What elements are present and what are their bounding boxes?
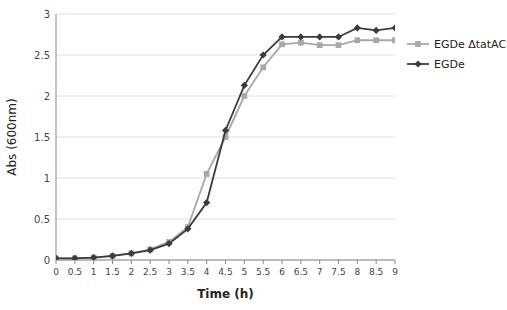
grid — [56, 14, 395, 260]
series-marker — [335, 33, 342, 40]
x-tick — [263, 260, 264, 264]
x-tick-label: 3.5 — [181, 267, 195, 277]
x-tick — [112, 260, 113, 264]
series-marker — [373, 27, 380, 34]
y-tick-label: 1 — [44, 173, 50, 184]
y-tick-label: 2 — [44, 91, 50, 102]
x-tick-label: 0.5 — [68, 267, 82, 277]
x-tick — [244, 260, 245, 264]
x-tick — [395, 260, 396, 264]
y-tick-label: 3 — [44, 9, 50, 20]
x-tick-label: 8 — [354, 267, 360, 277]
series-marker — [317, 42, 323, 48]
plot-area — [56, 24, 395, 260]
x-tick-label: 7 — [317, 267, 323, 277]
series-marker — [147, 247, 154, 254]
series-marker — [336, 42, 342, 48]
series-marker — [298, 40, 304, 46]
x-tick-label: 1.5 — [105, 267, 119, 277]
series-marker — [278, 33, 285, 40]
x-tick-label: 5.5 — [256, 267, 270, 277]
series-marker — [354, 37, 360, 43]
series-line — [56, 28, 395, 258]
y-tick-label: 0.5 — [34, 214, 50, 225]
x-tick — [169, 260, 170, 264]
x-tick — [282, 260, 283, 264]
x-tick-label: 2.5 — [143, 267, 157, 277]
series-marker — [128, 250, 135, 257]
x-tick — [56, 260, 57, 264]
series-marker — [56, 255, 60, 260]
x-tick-label: 1 — [91, 267, 97, 277]
series-marker — [128, 251, 134, 257]
x-tick — [131, 260, 132, 264]
series-marker — [279, 41, 285, 47]
legend-label: EGDe — [434, 58, 465, 71]
x-tick-label: 8.5 — [369, 267, 383, 277]
x-tick — [187, 260, 188, 264]
grid-line — [56, 55, 395, 56]
series-marker — [71, 255, 78, 260]
x-tick — [206, 260, 207, 264]
x-tick-label: 3 — [166, 267, 172, 277]
series-marker — [203, 199, 210, 206]
x-tick-label: 6 — [279, 267, 285, 277]
x-tick — [93, 260, 94, 264]
x-tick-label: 2 — [128, 267, 134, 277]
x-tick-label: 4 — [204, 267, 210, 277]
series-marker — [222, 127, 229, 134]
y-tick-label: 1.5 — [34, 132, 50, 143]
x-tick — [338, 260, 339, 264]
series-marker — [260, 51, 267, 58]
series-marker — [109, 252, 116, 259]
legend: EGDe ΔtatAC EGDe — [407, 38, 506, 71]
x-axis-label: Time (h) — [197, 287, 254, 301]
series-marker — [184, 225, 191, 232]
series-marker — [241, 93, 247, 99]
x-tick-label: 5 — [241, 267, 247, 277]
x-tick-label: 6.5 — [294, 267, 308, 277]
series-marker — [260, 64, 266, 70]
series-marker — [373, 37, 379, 43]
series-marker — [354, 24, 361, 31]
x-tick — [150, 260, 151, 264]
grid-line — [56, 219, 395, 220]
x-tick — [357, 260, 358, 264]
y-tick-label: 2.5 — [34, 50, 50, 61]
grid-line — [56, 260, 395, 261]
legend-marker — [414, 60, 421, 67]
chart: 0 0.5 1 1.5 2 2.5 3 0 0.5 1 1.5 2 2.5 3 3.5 4 4.5 5 5.5 6 6.… — [0, 0, 507, 310]
series-marker — [56, 255, 59, 260]
legend-label: EGDe ΔtatAC — [434, 38, 506, 51]
grid-line — [56, 96, 395, 97]
x-tick — [74, 260, 75, 264]
x-tick-label: 7.5 — [331, 267, 345, 277]
x-tick-label: 4.5 — [218, 267, 232, 277]
x-tick — [376, 260, 377, 264]
x-axis — [56, 260, 395, 261]
series-marker — [392, 37, 395, 43]
grid-line — [56, 14, 395, 15]
x-tick — [225, 260, 226, 264]
series-marker — [72, 255, 78, 260]
x-tick-label: 0 — [53, 267, 59, 277]
series-marker — [110, 253, 116, 259]
series-marker — [297, 33, 304, 40]
x-tick — [300, 260, 301, 264]
series-marker — [204, 171, 210, 177]
series-marker — [316, 33, 323, 40]
x-tick-label: 9 — [392, 267, 398, 277]
series-marker — [391, 24, 395, 31]
series-marker — [241, 82, 248, 89]
series-marker — [90, 254, 97, 260]
x-tick — [319, 260, 320, 264]
y-axis — [56, 14, 57, 260]
grid-line — [56, 178, 395, 179]
y-tick-label: 0 — [44, 255, 50, 266]
series-line — [56, 40, 395, 258]
legend-marker — [415, 41, 421, 47]
y-axis-label: Abs (600nm) — [5, 98, 19, 175]
series-marker — [91, 255, 97, 260]
series-marker — [165, 240, 172, 247]
